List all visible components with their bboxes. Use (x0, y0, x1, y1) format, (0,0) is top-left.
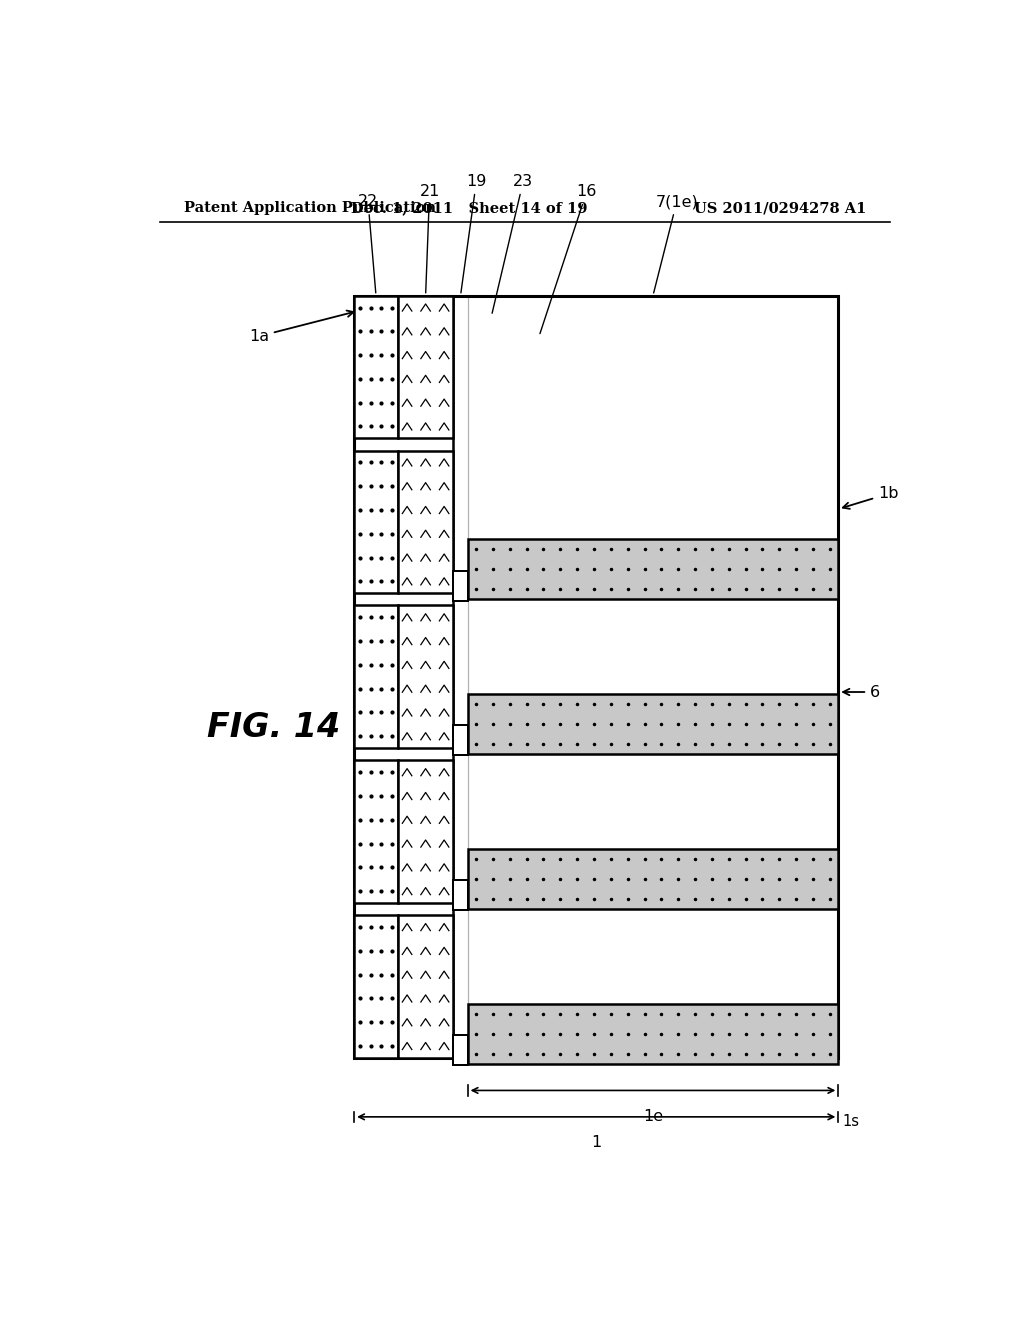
Text: 7(1e): 7(1e) (653, 194, 698, 293)
Bar (397, 760, 454, 903)
Bar (454, 570, 468, 601)
Text: 1a: 1a (249, 310, 353, 343)
Text: 19: 19 (461, 174, 486, 293)
Text: 1: 1 (591, 1135, 601, 1150)
Bar (454, 880, 468, 911)
Text: Dec. 1, 2011   Sheet 14 of 19: Dec. 1, 2011 Sheet 14 of 19 (351, 201, 588, 215)
Text: 16: 16 (540, 183, 597, 334)
Bar (454, 726, 468, 755)
Text: Patent Application Publication: Patent Application Publication (183, 201, 435, 215)
Text: 23: 23 (493, 174, 534, 313)
Text: FIG. 14: FIG. 14 (207, 711, 341, 744)
Text: 1s: 1s (842, 1114, 859, 1130)
Text: 1b: 1b (843, 486, 898, 508)
Text: 22: 22 (358, 194, 378, 293)
Bar (354, 606, 397, 748)
Bar (454, 1035, 468, 1065)
Bar (468, 849, 839, 909)
Text: 21: 21 (420, 183, 439, 293)
Text: 6: 6 (843, 685, 881, 700)
Bar (397, 915, 454, 1057)
Bar (354, 296, 397, 438)
Text: US 2011/0294278 A1: US 2011/0294278 A1 (693, 201, 866, 215)
Bar (354, 296, 839, 1057)
Bar (354, 760, 397, 903)
Text: 1e: 1e (643, 1109, 663, 1123)
Bar (468, 1005, 839, 1064)
Bar (397, 296, 454, 438)
Bar (468, 694, 839, 754)
Bar (397, 450, 454, 593)
Bar (354, 915, 397, 1057)
Bar (354, 450, 397, 593)
Bar (397, 606, 454, 748)
Bar (468, 540, 839, 599)
